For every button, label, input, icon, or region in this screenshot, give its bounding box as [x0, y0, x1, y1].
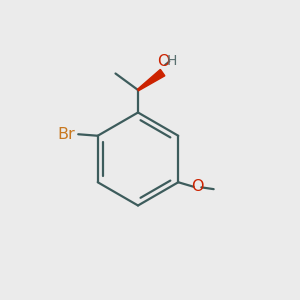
Text: O: O: [157, 54, 170, 69]
Polygon shape: [137, 69, 165, 91]
Text: O: O: [191, 179, 204, 194]
Text: Br: Br: [57, 127, 75, 142]
Text: H: H: [167, 54, 177, 68]
